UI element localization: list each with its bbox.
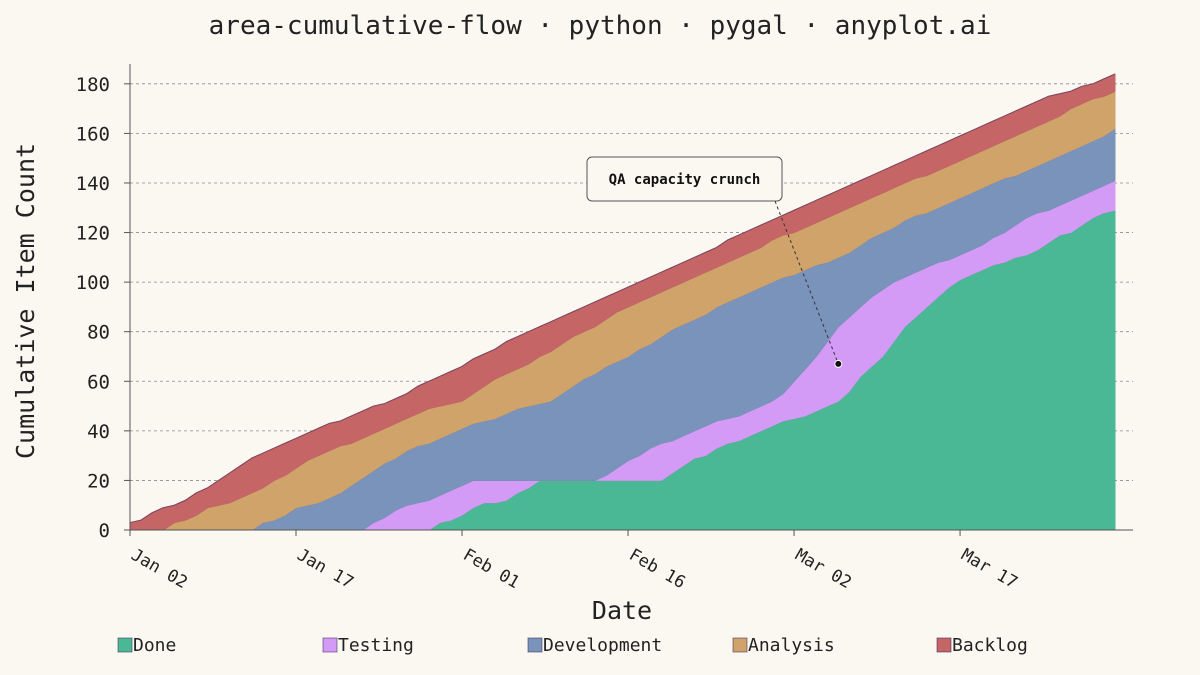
x-tick-label: Feb 16	[626, 545, 689, 593]
annotation-box	[586, 156, 783, 202]
legend: Done Testing Development Analysis Backlog	[117, 635, 1028, 656]
x-tick-label: Mar 17	[958, 545, 1021, 593]
legend-label: Testing	[338, 635, 414, 656]
legend-swatch	[936, 637, 952, 653]
legend-item-development: Development	[527, 635, 662, 656]
y-axis-title: Cumulative Item Count	[11, 143, 40, 459]
y-tick-label: 80	[87, 322, 110, 344]
y-tick-label: 120	[76, 223, 110, 245]
x-tick-label: Jan 17	[294, 545, 357, 593]
y-tick-label: 20	[87, 470, 110, 492]
y-tick-label: 180	[76, 74, 110, 96]
legend-item-testing: Testing	[322, 635, 414, 656]
legend-label: Analysis	[748, 635, 835, 656]
legend-swatch	[322, 637, 338, 653]
y-tick-label: 60	[87, 371, 110, 393]
chart-title: area-cumulative-flow · python · pygal · …	[209, 11, 992, 41]
legend-label: Done	[133, 635, 176, 656]
annotation: QA capacity crunch	[586, 156, 843, 368]
y-tick-label: 0	[99, 520, 110, 542]
annotation-leader	[774, 200, 839, 365]
x-axis-ticks: Jan 02 Jan 17 Feb 01 Feb 16 Mar 02 Mar 17	[128, 530, 1021, 593]
annotation-text: QA capacity crunch	[609, 172, 761, 188]
legend-item-analysis: Analysis	[732, 635, 835, 656]
legend-item-backlog: Backlog	[936, 635, 1028, 656]
legend-item-done: Done	[117, 635, 176, 656]
annotation-point	[834, 359, 843, 368]
x-tick-label: Feb 01	[460, 545, 523, 593]
legend-swatch	[732, 637, 748, 653]
area-edge-backlog	[129, 73, 1116, 524]
legend-label: Development	[543, 635, 662, 656]
legend-label: Backlog	[952, 635, 1028, 656]
y-tick-label: 140	[76, 173, 110, 195]
x-tick-label: Mar 02	[792, 545, 855, 593]
x-tick-label: Jan 02	[128, 545, 191, 593]
y-tick-label: 100	[76, 272, 110, 294]
y-axis-ticks: 0 20 40 60 80 100 120 140 160 180	[76, 74, 130, 542]
y-tick-label: 40	[87, 421, 110, 443]
legend-swatch	[117, 637, 133, 653]
legend-swatch	[527, 637, 543, 653]
x-axis-title: Date	[592, 596, 652, 625]
y-tick-label: 160	[76, 123, 110, 145]
stacked-areas	[129, 73, 1116, 531]
